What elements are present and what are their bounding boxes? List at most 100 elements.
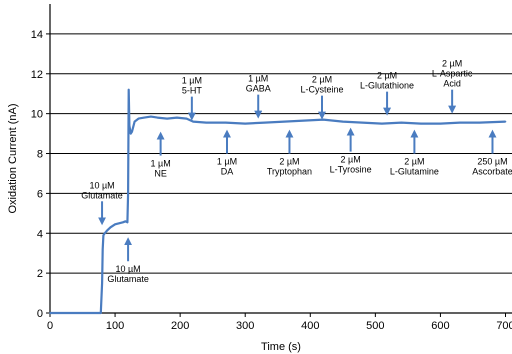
annotation-label: L-Aspartic	[432, 69, 473, 79]
data-point	[244, 122, 246, 125]
data-point	[400, 121, 403, 124]
data-point	[504, 120, 507, 123]
data-point	[106, 229, 109, 232]
annotation-label: 2 µM	[442, 59, 462, 69]
y-tick-label: 10	[31, 109, 43, 121]
x-tick-label: 100	[106, 320, 124, 332]
annotation-label: L-Cysteine	[300, 85, 343, 95]
data-point	[166, 117, 168, 120]
annotation-label: 2 µM	[279, 157, 299, 167]
annotation-label: L-Glutamine	[390, 167, 439, 177]
annotation-label: 2 µM	[341, 155, 361, 165]
data-point	[126, 221, 129, 224]
data-point	[124, 220, 127, 223]
annotation: 2 µML-Glutamine	[390, 129, 439, 177]
annotation-label: Glutamate	[107, 274, 149, 284]
data-series	[49, 88, 507, 315]
y-tick-label: 8	[37, 149, 43, 161]
annotation-label: 10 µM	[89, 180, 114, 190]
data-point	[420, 122, 422, 125]
data-point	[303, 119, 305, 122]
data-point	[137, 117, 140, 120]
annotation-label: 1 µM	[182, 76, 202, 86]
x-tick-label: 700	[496, 320, 512, 332]
data-point	[127, 88, 130, 91]
data-point	[361, 121, 364, 124]
y-tick-label: 6	[37, 188, 43, 200]
annotation-label: L-Glutathione	[360, 81, 414, 91]
x-tick-label: 300	[236, 320, 254, 332]
data-point	[114, 223, 116, 226]
data-point	[127, 192, 129, 195]
annotation-label: 10 µM	[115, 264, 140, 274]
annotation-label: L-Tyrosine	[330, 165, 372, 175]
y-tick-label: 0	[37, 308, 43, 320]
annotation-label: Ascorbate	[472, 167, 512, 177]
data-point	[100, 312, 102, 314]
annotation-label: 1 µM	[248, 74, 268, 84]
x-tick-label: 0	[47, 320, 53, 332]
data-point	[122, 221, 124, 224]
annotation: 2 µML-Cysteine	[300, 75, 344, 120]
annotation-label: 5-HT	[182, 86, 203, 96]
data-point	[176, 116, 178, 119]
y-tick-label: 4	[37, 228, 43, 240]
data-point	[205, 121, 207, 124]
annotation-label: 1 µM	[217, 157, 237, 167]
annotation-label: Glutamate	[81, 190, 123, 200]
annotation-label: 2 µM	[312, 75, 332, 85]
data-point	[342, 120, 344, 123]
annotation-label: 2 µM	[377, 71, 397, 81]
data-point	[101, 248, 104, 250]
annotation: 2 µML-Glutathione	[360, 71, 414, 116]
annotation-label: NE	[154, 169, 167, 179]
annotation-label: 250 µM	[477, 157, 507, 167]
annotation-label: Acid	[443, 79, 461, 89]
annotation-label: DA	[221, 167, 234, 177]
x-tick-label: 400	[301, 320, 319, 332]
annotation: 1 µM5-HT	[182, 76, 203, 121]
data-point	[439, 122, 442, 125]
data-point	[103, 232, 106, 235]
data-point	[381, 122, 383, 125]
x-tick-label: 500	[366, 320, 384, 332]
data-point	[322, 118, 325, 121]
annotation-label: 2 µM	[404, 157, 424, 167]
data-point	[263, 121, 266, 124]
axes: 0 2 4 6 8 10 12 14 0 100 200 300 400 500 600 700	[31, 4, 512, 332]
data-point	[192, 120, 194, 123]
x-axis-title: Time (s)	[261, 341, 301, 353]
data-point	[128, 124, 131, 127]
annotation-label: GABA	[246, 84, 271, 94]
data-point	[49, 312, 51, 314]
y-tick-label: 2	[37, 268, 43, 280]
data-point	[224, 121, 227, 124]
data-point	[156, 116, 159, 119]
x-tick-label: 600	[431, 320, 449, 332]
data-point	[131, 130, 133, 133]
data-point	[185, 117, 188, 120]
y-tick-label: 12	[31, 69, 43, 81]
annotation: 2 µML-Tyrosine	[330, 127, 372, 175]
axis-labels: Time (s) Oxidation Current (nA)	[7, 103, 301, 353]
data-point	[150, 115, 152, 118]
y-axis-title: Oxidation Current (nA)	[7, 103, 19, 213]
x-tick-label: 200	[171, 320, 189, 332]
data-point	[118, 222, 120, 225]
annotation-label: Tryptophan	[267, 167, 312, 177]
data-point	[143, 116, 146, 119]
data-point	[129, 132, 132, 135]
data-point	[102, 234, 105, 237]
data-point	[109, 226, 112, 229]
data-point	[478, 121, 481, 124]
